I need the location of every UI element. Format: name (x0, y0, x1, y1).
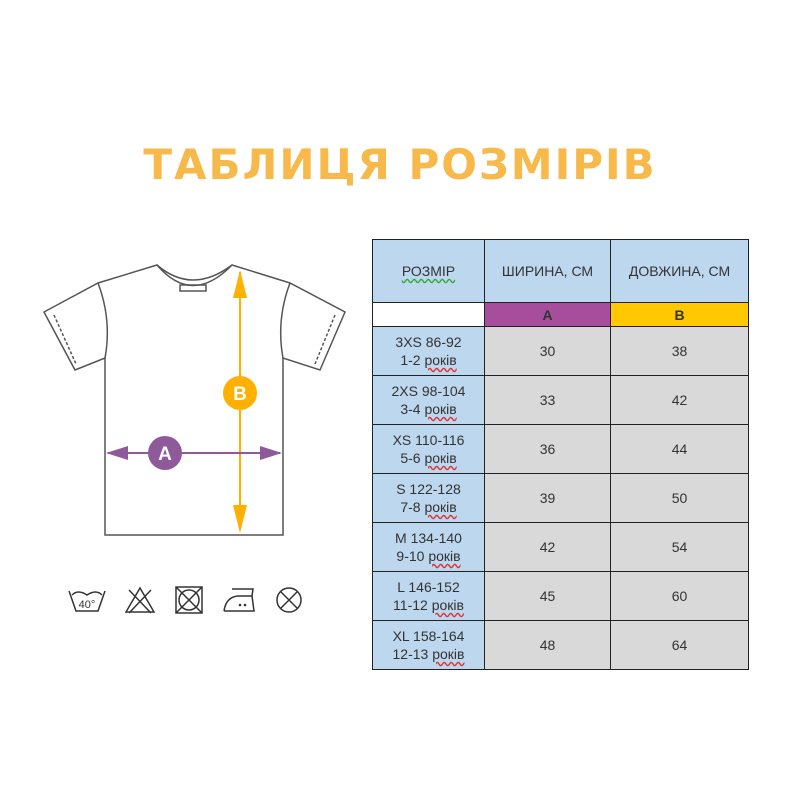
table-row: S 122-128 7-8 років 39 50 (372, 473, 749, 523)
size-cell: XS 110-116 5-6 років (372, 424, 485, 474)
iron-low-icon (223, 588, 255, 612)
length-cell: 42 (610, 375, 749, 425)
page-title: ТАБЛИЦЯ РОЗМІРІВ (143, 140, 657, 189)
length-cell: 54 (610, 522, 749, 572)
no-dry-clean-icon (276, 587, 302, 613)
size-cell: M 134-140 9-10 років (372, 522, 485, 572)
size-cell: XL 158-164 12-13 років (372, 620, 485, 670)
width-cell: 30 (484, 326, 611, 376)
table-row: 2XS 98-104 3-4 років 33 42 (372, 375, 749, 425)
tshirt-diagram: B A (42, 264, 346, 536)
width-cell: 42 (484, 522, 611, 572)
size-cell: S 122-128 7-8 років (372, 473, 485, 523)
length-cell: 64 (610, 620, 749, 670)
width-cell: 45 (484, 571, 611, 621)
no-bleach-icon (124, 586, 156, 614)
label-a: A (158, 444, 172, 465)
length-arrow-b: B (223, 270, 257, 533)
width-cell: 33 (484, 375, 611, 425)
length-cell: 60 (610, 571, 749, 621)
width-cell: 39 (484, 473, 611, 523)
wash-40-icon: 40° (68, 590, 106, 612)
length-cell: 50 (610, 473, 749, 523)
size-cell: L 146-152 11-12 років (372, 571, 485, 621)
table-row: M 134-140 9-10 років 42 54 (372, 522, 749, 572)
header-width: ШИРИНА, СМ (484, 239, 611, 303)
subheader-empty (372, 302, 485, 327)
label-b: B (233, 384, 247, 405)
size-cell: 2XS 98-104 3-4 років (372, 375, 485, 425)
subheader-b: B (610, 302, 749, 327)
size-table: РОЗМІР ШИРИНА, СМ ДОВЖИНА, СМ A B 3XS 86… (372, 239, 749, 670)
width-cell: 48 (484, 620, 611, 670)
table-row: XL 158-164 12-13 років 48 64 (372, 620, 749, 670)
table-header-row: РОЗМІР ШИРИНА, СМ ДОВЖИНА, СМ (372, 239, 749, 303)
subheader-a: A (484, 302, 611, 327)
table-row: L 146-152 11-12 років 45 60 (372, 571, 749, 621)
svg-text:40°: 40° (79, 599, 96, 611)
care-icons: 40° (68, 585, 304, 615)
width-cell: 36 (484, 424, 611, 474)
size-cell: 3XS 86-92 1-2 років (372, 326, 485, 376)
no-tumble-dry-icon (175, 586, 203, 614)
table-subheader-row: A B (372, 302, 749, 327)
header-size: РОЗМІР (372, 239, 485, 303)
length-cell: 38 (610, 326, 749, 376)
header-length: ДОВЖИНА, СМ (610, 239, 749, 303)
length-cell: 44 (610, 424, 749, 474)
width-arrow-a: A (106, 436, 282, 470)
table-row: 3XS 86-92 1-2 років 30 38 (372, 326, 749, 376)
table-row: XS 110-116 5-6 років 36 44 (372, 424, 749, 474)
